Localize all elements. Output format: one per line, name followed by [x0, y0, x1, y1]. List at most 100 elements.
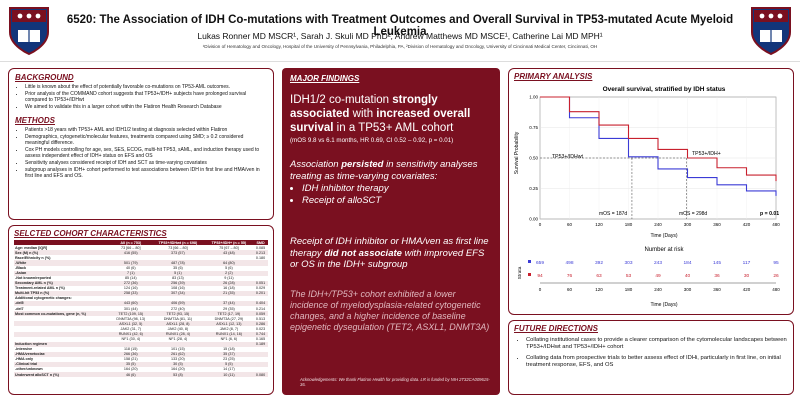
- table-cell: 0.286: [253, 321, 268, 327]
- table-cell: 301 (44): [123, 306, 138, 311]
- finding-4: The IDH+/TP53+ cohort exhibited a lower …: [290, 288, 490, 332]
- table-cell: -del5: [14, 301, 111, 307]
- table-row: -HMA/venetoclax 266 (36) 261 (62) 35 (37): [14, 351, 268, 357]
- table-cell: -Asian: [14, 270, 111, 276]
- future-item: Collating data from prospective trials t…: [526, 355, 788, 369]
- table-row: -del7 301 (44) 272 (40) 29 (35) 0.214: [14, 306, 268, 311]
- risk-count-idhmut: 49: [655, 273, 661, 279]
- table-cell: 0.214: [255, 306, 266, 311]
- table-cell: 158 (21): [123, 357, 138, 362]
- table-row: -White 501 (79) 487 (78) 64 (80): [14, 260, 268, 266]
- risk-x-tick-label: 120: [595, 287, 603, 292]
- table-row: Additional cytogenetic changes:: [14, 296, 268, 301]
- table-cell: -del7: [15, 306, 24, 311]
- table-row: Induction regimen 0.189: [14, 341, 268, 347]
- risk-count-idhwt: 95: [773, 260, 779, 266]
- survival-curve-idhmut: [540, 96, 777, 182]
- table-cell: Underwent alloSCT n (%): [14, 372, 111, 378]
- table-cell: 118 (15): [124, 347, 138, 352]
- methods-item: Patients >18 years with TP53+ AML and ID…: [25, 127, 267, 133]
- cohort-col-header: TP53+/IDHwt (n = 698): [151, 240, 205, 246]
- methods-item: subgroup analyses in IDH+ cohort perform…: [25, 167, 267, 180]
- y-tick-label: 0.75: [529, 125, 538, 130]
- table-cell: 83 (13): [172, 276, 184, 281]
- label-idhmut: TP53+/IDH+: [692, 151, 721, 157]
- risk-x-tick-label: 360: [713, 287, 721, 292]
- table-cell: 85 (14): [124, 276, 137, 281]
- table-cell: 258 (33): [110, 290, 152, 296]
- risk-count-idhwt: 498: [565, 260, 573, 266]
- acknowledgements: Acknowledgements: We thank Flatiron Heal…: [300, 376, 490, 387]
- x-tick-label: 120: [595, 222, 603, 227]
- table-row: Age: median [IQR] 73 [66 – 80] 73 [66 – 80…: [14, 245, 268, 250]
- table-cell: 73 [66 – 80]: [168, 245, 188, 250]
- table-cell: 101 (15): [171, 347, 185, 352]
- table-cell: ASXL1 (12, 13): [204, 321, 254, 327]
- methods-heading: METHODS: [15, 116, 55, 126]
- p-value: p = 0.01: [760, 211, 779, 217]
- risk-x-tick-label: 240: [654, 287, 662, 292]
- km-survival-chart: Overall survival, stratified by IDH stat…: [514, 86, 780, 308]
- risk-x-tick-label: 480: [772, 287, 780, 292]
- table-cell: 0.180: [255, 255, 266, 260]
- major-findings-panel: MAJOR FINDINGS IDH1/2 co-mutation strong…: [282, 68, 500, 395]
- table-cell: 15 (18): [223, 347, 235, 352]
- table-cell: RUNX1 (14, 16): [204, 331, 254, 337]
- table-row: -HMA only 158 (21) 133 (20) 23 (25): [14, 357, 268, 362]
- table-cell: 373 (57): [151, 250, 205, 256]
- cohort-col-header: TP53+/IDH+ (n = 55): [204, 240, 254, 246]
- table-cell: Most common co-mutations, gene (n, %): [14, 311, 111, 317]
- risk-count-idhwt: 392: [595, 260, 603, 266]
- table-row: Multi-hit TP53 n (%) 258 (33) 307 (34) 21 (…: [14, 290, 268, 296]
- table-row: -other/unknown 164 (20) 164 (20) 14 (17): [14, 367, 268, 372]
- y-tick-label: 0.50: [529, 156, 538, 161]
- table-cell: 164 (20): [123, 367, 138, 372]
- x-tick-label: 480: [772, 222, 780, 227]
- risk-count-idhmut: 40: [685, 273, 691, 279]
- cohort-col-header: [14, 240, 111, 246]
- table-cell: Sex (M) n (%): [14, 250, 111, 256]
- table-cell: 261 (62): [151, 351, 205, 357]
- table-cell: 0.059: [253, 311, 268, 317]
- finding-3: Receipt of IDH inhibitor or HMA/ven as f…: [290, 236, 489, 270]
- table-cell: JAK2 (8, 7): [219, 326, 239, 331]
- methods-item: Sensitivity analyses considered receipt …: [25, 160, 267, 166]
- x-tick-label: 180: [625, 222, 633, 227]
- table-cell: 487 (78): [151, 260, 205, 266]
- table-row: Underwent alloSCT n (%) 46 (6) 53 (8) 10 (1…: [14, 372, 268, 378]
- penn-shield-logo: [9, 7, 49, 56]
- label-idhwt: TP53+/IDHwt: [552, 154, 584, 160]
- background-methods-panel: BACKGROUND Little is known about the eff…: [8, 68, 274, 220]
- strata-label: Strata: [517, 266, 523, 279]
- table-cell: DNMT3A (98, 13): [116, 316, 146, 321]
- mos-idhmut: mOS = 298d: [679, 211, 707, 217]
- cohort-col-header: All (n = 753): [110, 240, 152, 246]
- x-tick-label: 420: [743, 222, 751, 227]
- table-cell: [14, 321, 111, 327]
- risk-count-idhmut: 53: [626, 273, 632, 279]
- table-cell: [253, 270, 268, 276]
- risk-count-idhwt: 659: [536, 260, 544, 266]
- x-tick-label: 240: [654, 222, 662, 227]
- table-cell: 35 (37): [204, 351, 254, 357]
- table-cell: 7 (1): [110, 270, 152, 276]
- table-row: -del5 443 (60) 406 (59) 37 (44) 0.404: [14, 301, 268, 307]
- table-cell: 0.744: [253, 331, 268, 337]
- table-cell: ASXL1 (32, 5): [110, 321, 152, 327]
- table-cell: Induction regimen: [14, 341, 111, 347]
- poster-title: 6520: The Association of IDH Co-mutation…: [66, 14, 734, 38]
- table-cell: RUNX1 (42, 6): [110, 331, 152, 337]
- table-cell: JAK2 (40, 8): [167, 326, 189, 331]
- table-row: NF1 (30, 4) NF1 (28, 4) NF1 (6, 6) 0.165: [14, 337, 268, 342]
- future-item: Collating institutional cases to provide…: [526, 337, 788, 351]
- y-tick-label: 0.25: [529, 186, 538, 191]
- table-cell: -HMA only: [15, 357, 34, 362]
- table-cell: NF1 (30, 4): [121, 336, 141, 341]
- table-cell: Age: median [IQR]: [15, 245, 48, 250]
- table-cell: 30 (5): [151, 361, 205, 368]
- table-cell: RUNX1 (28, 4): [151, 331, 205, 337]
- table-cell: 5 (1): [151, 270, 205, 276]
- authors: Lukas Ronner MD MSCR¹, Sarah J. Skuli MD…: [197, 31, 603, 41]
- table-cell: [204, 341, 254, 347]
- km-title: Overall survival, stratified by IDH stat…: [603, 86, 726, 93]
